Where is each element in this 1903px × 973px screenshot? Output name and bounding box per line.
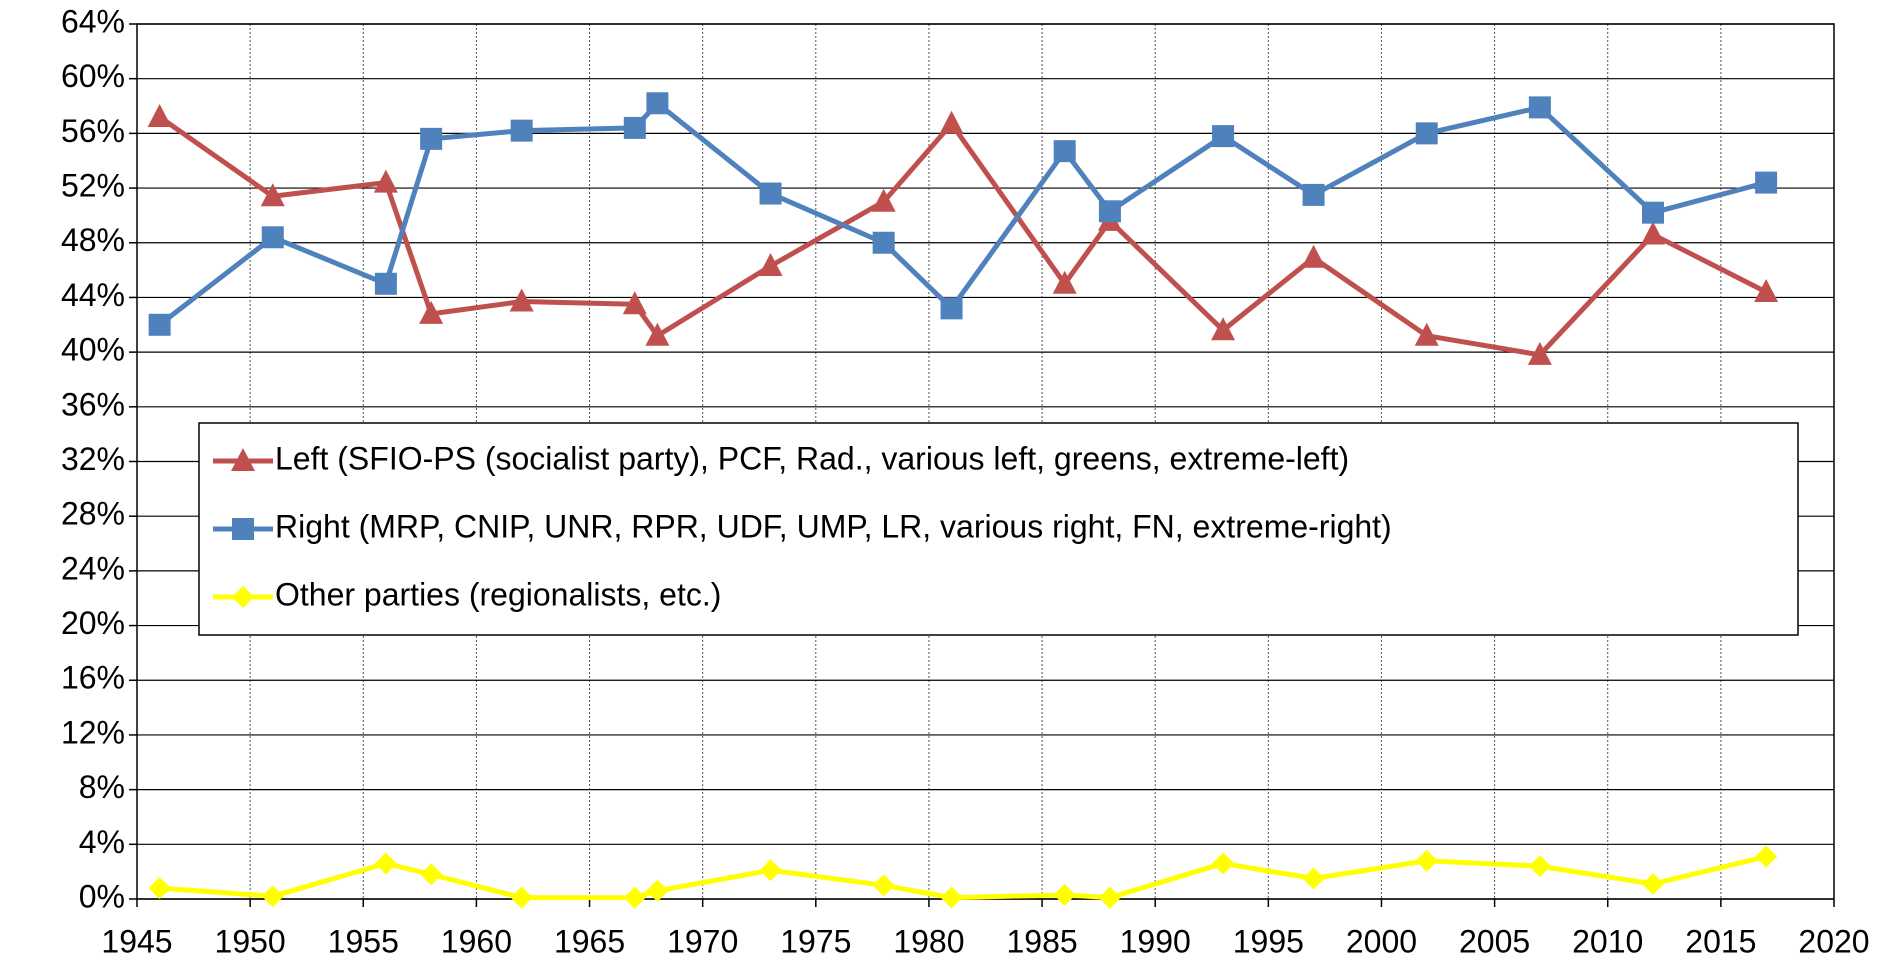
marker xyxy=(939,110,964,134)
marker xyxy=(1098,886,1121,909)
x-tick-label: 2020 xyxy=(1798,923,1869,959)
marker xyxy=(1415,122,1438,145)
marker xyxy=(232,586,254,608)
marker xyxy=(510,886,533,909)
x-tick-label: 1995 xyxy=(1233,923,1304,959)
marker xyxy=(1414,322,1439,346)
marker xyxy=(622,291,647,315)
y-tick-label: 64% xyxy=(61,3,125,39)
marker xyxy=(148,313,171,336)
y-tick-label: 52% xyxy=(61,168,125,204)
marker xyxy=(646,92,669,115)
marker xyxy=(623,886,646,909)
marker xyxy=(374,852,397,875)
y-tick-label: 32% xyxy=(61,441,125,477)
marker xyxy=(1302,867,1325,890)
x-tick-label: 1955 xyxy=(328,923,399,959)
y-tick-label: 4% xyxy=(79,824,125,860)
marker xyxy=(1755,171,1778,194)
marker xyxy=(759,182,782,205)
legend-label: Other parties (regionalists, etc.) xyxy=(275,576,721,612)
y-tick-label: 28% xyxy=(61,496,125,532)
marker xyxy=(1755,845,1778,868)
x-tick-label: 2005 xyxy=(1459,923,1530,959)
x-tick-label: 1985 xyxy=(1006,923,1077,959)
marker xyxy=(510,119,533,142)
marker xyxy=(1527,341,1552,365)
marker xyxy=(420,127,443,150)
marker xyxy=(261,885,284,908)
x-tick-label: 1950 xyxy=(215,923,286,959)
series-line xyxy=(158,114,1768,358)
y-tick-label: 16% xyxy=(61,660,125,696)
x-tick-label: 1980 xyxy=(893,923,964,959)
y-tick-label: 20% xyxy=(61,605,125,641)
marker xyxy=(1053,883,1076,906)
marker xyxy=(1052,270,1077,294)
marker xyxy=(872,231,895,254)
x-tick-label: 1945 xyxy=(101,923,172,959)
marker xyxy=(1641,201,1664,224)
marker xyxy=(940,886,963,909)
marker xyxy=(420,863,443,886)
marker xyxy=(940,297,963,320)
y-tick-label: 8% xyxy=(79,769,125,805)
marker xyxy=(419,300,444,324)
marker xyxy=(1640,221,1665,245)
marker xyxy=(646,879,669,902)
marker xyxy=(231,448,255,471)
x-tick-label: 2000 xyxy=(1346,923,1417,959)
marker xyxy=(1053,140,1076,163)
x-tick-label: 2010 xyxy=(1572,923,1643,959)
x-tick-label: 1970 xyxy=(667,923,738,959)
y-tick-label: 56% xyxy=(61,113,125,149)
marker xyxy=(374,272,397,295)
x-tick-label: 2015 xyxy=(1685,923,1756,959)
marker xyxy=(148,877,171,900)
marker xyxy=(147,103,172,127)
y-tick-label: 36% xyxy=(61,386,125,422)
y-tick-label: 12% xyxy=(61,714,125,750)
marker xyxy=(758,252,783,276)
marker xyxy=(232,518,254,540)
y-tick-label: 24% xyxy=(61,550,125,586)
marker xyxy=(759,859,782,882)
marker xyxy=(1098,200,1121,223)
marker xyxy=(373,169,398,193)
marker xyxy=(260,183,285,207)
marker xyxy=(1528,855,1551,878)
x-tick-label: 1975 xyxy=(780,923,851,959)
y-tick-label: 48% xyxy=(61,222,125,258)
y-tick-label: 44% xyxy=(61,277,125,313)
x-tick-label: 1960 xyxy=(441,923,512,959)
x-tick-label: 1990 xyxy=(1120,923,1191,959)
marker xyxy=(1754,278,1779,302)
marker xyxy=(1302,183,1325,206)
y-tick-label: 60% xyxy=(61,58,125,94)
marker xyxy=(623,116,646,139)
x-tick-label: 1965 xyxy=(554,923,625,959)
marker xyxy=(509,288,534,312)
marker xyxy=(261,226,284,249)
marker xyxy=(1301,244,1326,268)
legend xyxy=(198,422,1799,636)
marker xyxy=(1212,852,1235,875)
y-tick-label: 40% xyxy=(61,332,125,368)
marker xyxy=(1528,96,1551,119)
marker xyxy=(1415,849,1438,872)
legend-label: Right (MRP, CNIP, UNR, RPR, UDF, UMP, LR… xyxy=(275,508,1392,544)
marker xyxy=(1641,872,1664,895)
marker xyxy=(872,874,895,897)
series-line xyxy=(158,100,1767,327)
y-tick-label: 0% xyxy=(79,878,125,914)
marker xyxy=(871,188,896,212)
marker xyxy=(1211,317,1236,341)
marker xyxy=(1212,125,1235,148)
marker xyxy=(645,322,670,346)
legend-label: Left (SFIO-PS (socialist party), PCF, Ra… xyxy=(275,440,1349,476)
